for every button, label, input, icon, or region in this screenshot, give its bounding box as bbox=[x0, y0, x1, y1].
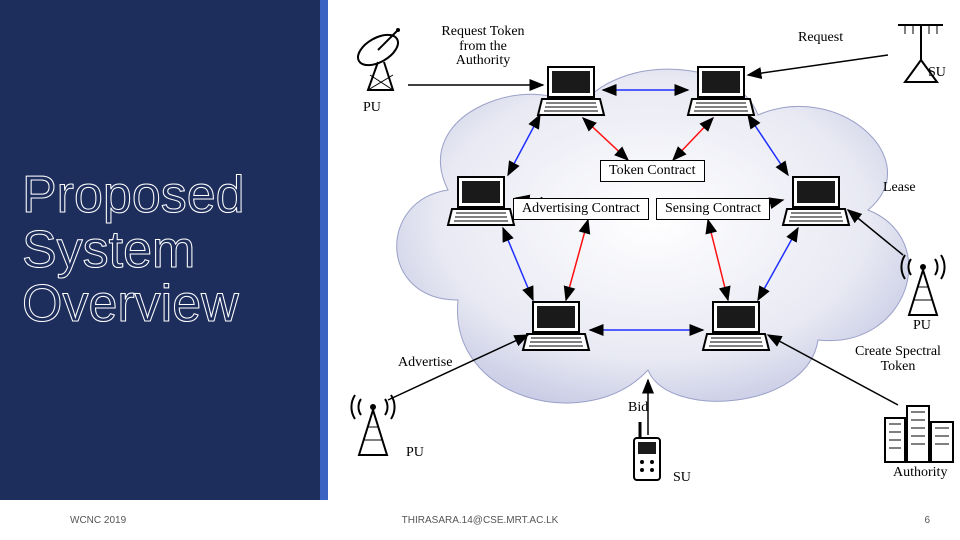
pu-label: PU bbox=[363, 100, 381, 116]
radio-tower-icon bbox=[893, 245, 953, 320]
footer: WCNC 2019 THIRASARA.14@CSE.MRT.AC.LK 6 bbox=[0, 500, 960, 540]
radio-tower-icon bbox=[343, 385, 403, 460]
advertise-label: Advertise bbox=[398, 355, 452, 371]
satellite-dish-icon bbox=[348, 20, 418, 100]
system-diagram: Token Contract Advertising Contract Sens… bbox=[328, 0, 960, 500]
request-token-label: Request Tokenfrom theAuthority bbox=[433, 25, 533, 69]
page-title: Proposed System Overview bbox=[22, 168, 312, 332]
accent-bar bbox=[320, 0, 328, 500]
pu-label: PU bbox=[406, 445, 424, 461]
bid-label: Bid bbox=[628, 400, 648, 416]
token-contract-box: Token Contract bbox=[600, 160, 705, 182]
sensing-contract-box: Sensing Contract bbox=[656, 198, 770, 220]
create-token-label: Create SpectralToken bbox=[848, 345, 948, 374]
su-label: SU bbox=[928, 65, 946, 81]
handheld-radio-icon bbox=[628, 420, 668, 485]
advertising-contract-box: Advertising Contract bbox=[513, 198, 649, 220]
su-label: SU bbox=[673, 470, 691, 486]
buildings-icon bbox=[883, 400, 958, 465]
footer-center: THIRASARA.14@CSE.MRT.AC.LK bbox=[402, 515, 559, 526]
request-label: Request bbox=[798, 30, 843, 46]
footer-page: 6 bbox=[924, 515, 930, 526]
pu-label: PU bbox=[913, 318, 931, 334]
authority-label: Authority bbox=[893, 465, 947, 481]
lease-label: Lease bbox=[883, 180, 916, 196]
footer-left: WCNC 2019 bbox=[70, 515, 126, 526]
